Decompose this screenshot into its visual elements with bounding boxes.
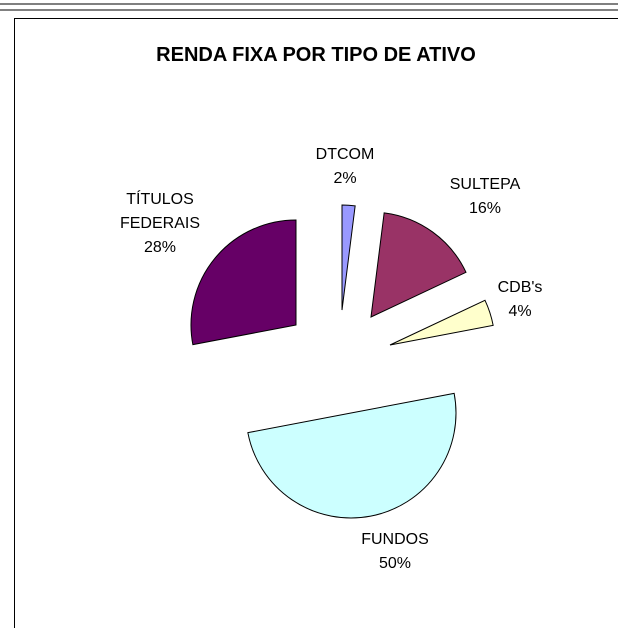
pie-slice <box>247 392 457 519</box>
value-label: 28% <box>143 239 177 256</box>
value-label: 2% <box>333 170 357 187</box>
slice-label: TÍTULOS FEDERAIS <box>119 191 200 232</box>
value-label: 4% <box>508 303 532 320</box>
slice-label: FUNDOS <box>361 531 429 548</box>
slice-label: DTCOM <box>315 146 375 163</box>
pie-slice <box>389 299 494 346</box>
value-label: 16% <box>468 200 502 217</box>
pie-slice <box>370 212 467 318</box>
pie-slice <box>341 204 356 311</box>
pie-slice <box>190 219 297 346</box>
slice-label: CDB's <box>497 279 543 296</box>
value-label: 50% <box>378 555 412 572</box>
chart-title: RENDA FIXA POR TIPO DE ATIVO <box>156 44 476 66</box>
slice-label: SULTEPA <box>449 176 521 193</box>
